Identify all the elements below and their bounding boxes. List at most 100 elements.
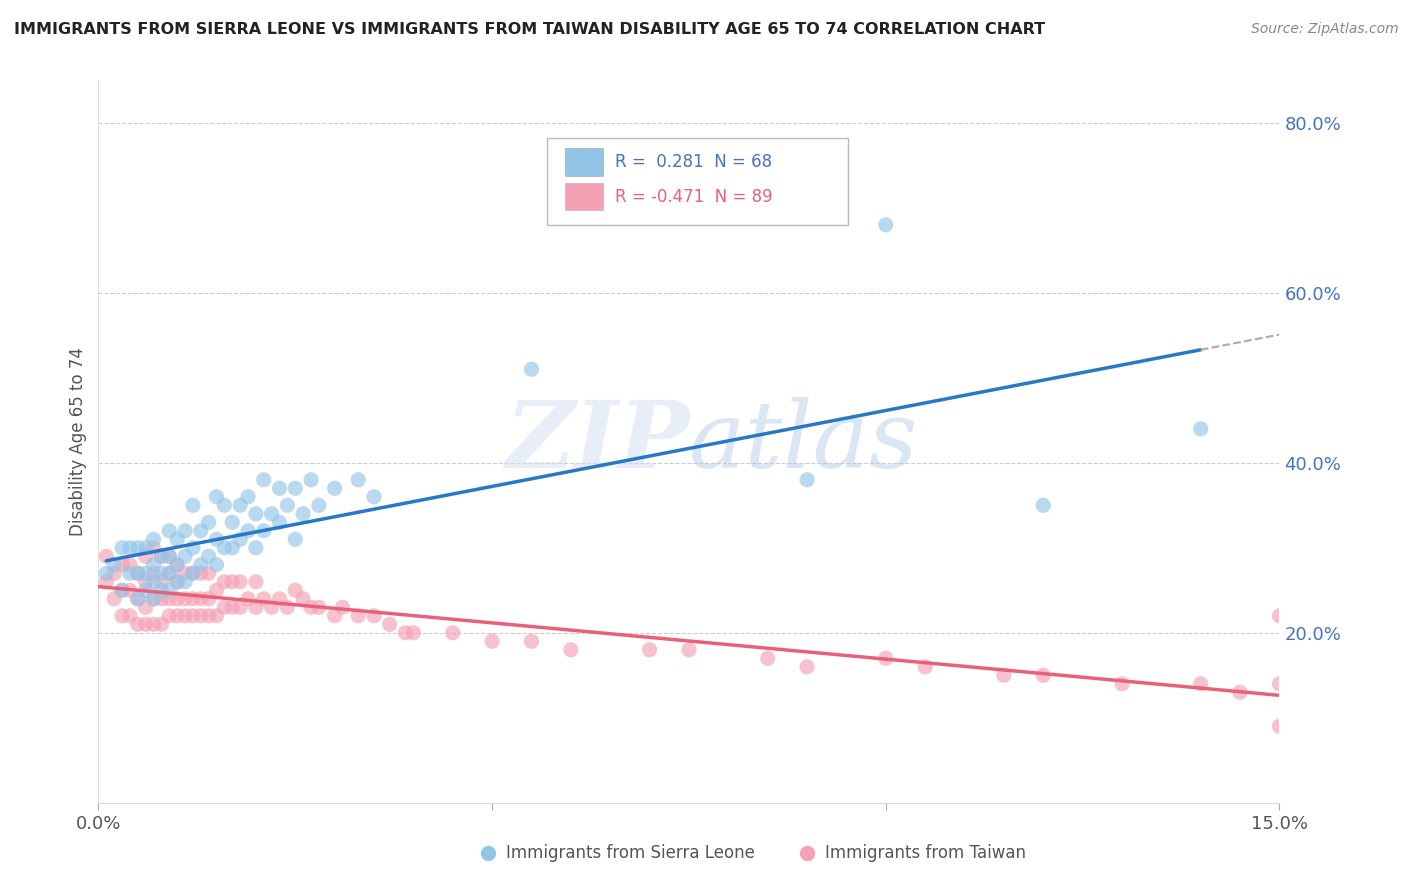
Point <box>190 566 212 581</box>
Point <box>205 558 228 572</box>
Point <box>111 558 134 572</box>
Point <box>245 600 267 615</box>
Point <box>1268 677 1291 691</box>
Point <box>157 583 180 598</box>
Point <box>197 608 219 623</box>
Point <box>229 533 252 547</box>
FancyBboxPatch shape <box>565 148 603 176</box>
Point <box>347 608 370 623</box>
Point <box>236 524 259 538</box>
Point <box>378 617 401 632</box>
Point <box>127 566 149 581</box>
Point <box>190 524 212 538</box>
Point <box>323 608 346 623</box>
Point <box>142 591 165 606</box>
Point <box>135 583 157 598</box>
Point <box>197 591 219 606</box>
Point <box>229 574 252 589</box>
Point <box>135 549 157 564</box>
Point <box>236 591 259 606</box>
Point <box>299 473 322 487</box>
Point <box>276 600 298 615</box>
Point <box>520 362 543 376</box>
Point <box>174 524 197 538</box>
Point <box>150 549 173 564</box>
Point <box>150 566 173 581</box>
Point <box>150 591 173 606</box>
Point <box>96 566 118 581</box>
Point <box>875 651 897 665</box>
Point <box>229 498 252 512</box>
Point <box>166 558 188 572</box>
Point <box>135 574 157 589</box>
Point <box>157 549 180 564</box>
FancyBboxPatch shape <box>565 183 603 211</box>
Point <box>96 574 118 589</box>
Point <box>174 549 197 564</box>
Point <box>269 591 291 606</box>
Point <box>323 481 346 495</box>
Point <box>118 558 141 572</box>
Point <box>174 566 197 581</box>
Point <box>181 566 204 581</box>
Point <box>142 541 165 555</box>
Point <box>127 591 149 606</box>
Point <box>332 600 354 615</box>
Point <box>150 617 173 632</box>
Y-axis label: Disability Age 65 to 74: Disability Age 65 to 74 <box>69 347 87 536</box>
Point <box>118 608 141 623</box>
Text: Immigrants from Sierra Leone: Immigrants from Sierra Leone <box>506 845 755 863</box>
Point <box>127 541 149 555</box>
Point <box>205 608 228 623</box>
Point <box>253 591 276 606</box>
Point <box>111 583 134 598</box>
Point <box>441 625 464 640</box>
Text: atlas: atlas <box>689 397 918 486</box>
Point <box>174 574 197 589</box>
Point <box>276 498 298 512</box>
Point <box>284 481 307 495</box>
Point <box>190 608 212 623</box>
Point <box>402 625 425 640</box>
Point <box>245 541 267 555</box>
Point <box>638 642 661 657</box>
Point <box>142 566 165 581</box>
Point <box>914 660 936 674</box>
Text: R =  0.281  N = 68: R = 0.281 N = 68 <box>614 153 772 171</box>
Point <box>197 516 219 530</box>
Point <box>260 507 283 521</box>
Point <box>205 490 228 504</box>
Point <box>875 218 897 232</box>
Text: R = -0.471  N = 89: R = -0.471 N = 89 <box>614 187 772 205</box>
Point <box>299 600 322 615</box>
Point <box>127 591 149 606</box>
Point <box>135 600 157 615</box>
Point <box>214 498 236 512</box>
Point <box>1268 719 1291 733</box>
Point <box>245 507 267 521</box>
Point <box>481 634 503 648</box>
Point <box>205 533 228 547</box>
Point <box>229 600 252 615</box>
Point <box>796 660 818 674</box>
Point <box>157 566 180 581</box>
Point <box>111 541 134 555</box>
Point <box>221 516 243 530</box>
Point <box>1189 422 1212 436</box>
Point <box>111 583 134 598</box>
Point <box>260 600 283 615</box>
Point <box>142 617 165 632</box>
Point <box>142 558 165 572</box>
Point <box>150 574 173 589</box>
Point <box>181 541 204 555</box>
Point <box>1032 668 1054 682</box>
Point <box>127 617 149 632</box>
Point <box>292 591 315 606</box>
Point <box>245 574 267 589</box>
Point <box>174 591 197 606</box>
Point <box>166 574 188 589</box>
Point <box>308 498 330 512</box>
Point <box>796 473 818 487</box>
Point <box>269 481 291 495</box>
Point <box>1229 685 1251 699</box>
